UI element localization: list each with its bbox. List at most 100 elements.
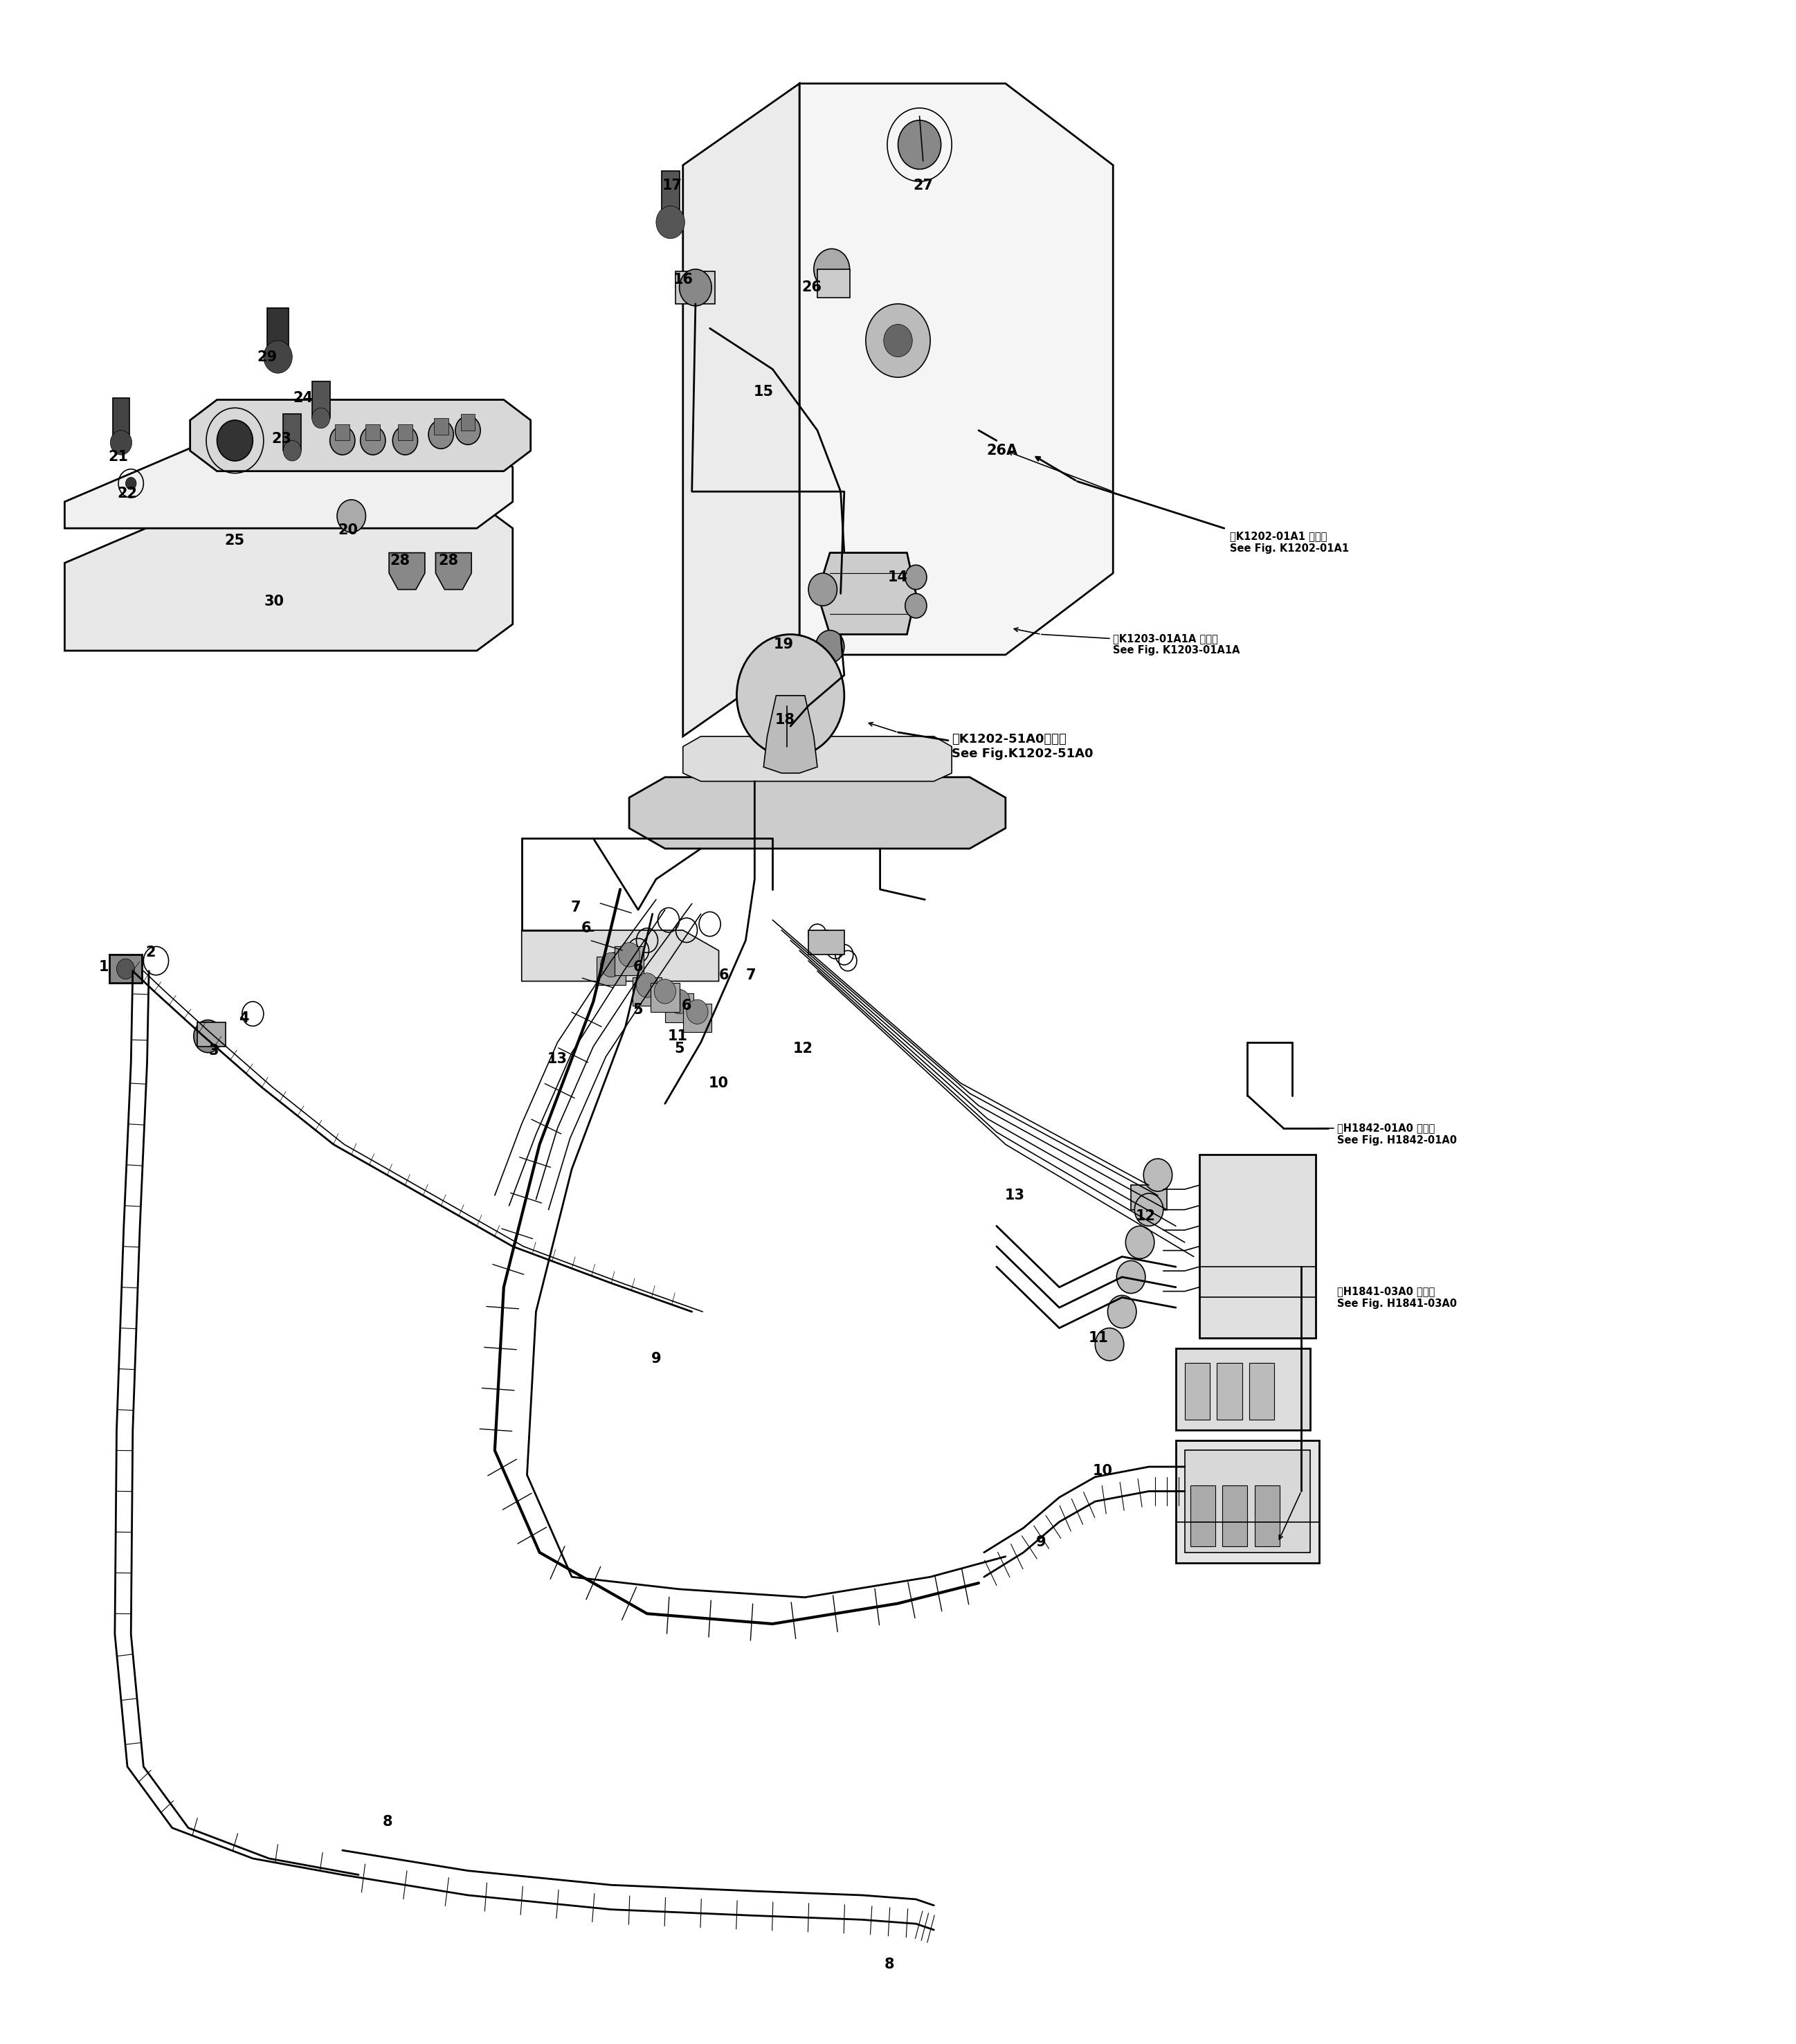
Bar	[1185, 1363, 1211, 1421]
Bar	[614, 946, 643, 975]
Text: 19: 19	[774, 638, 794, 652]
Circle shape	[898, 121, 941, 170]
Polygon shape	[390, 552, 426, 589]
Text: 3: 3	[208, 1044, 219, 1057]
Bar	[632, 977, 661, 1006]
Bar	[462, 415, 476, 431]
Circle shape	[194, 1020, 223, 1053]
Text: 10: 10	[709, 1077, 729, 1089]
Text: 第K1202-01A1 図参照
See Fig. K1202-01A1: 第K1202-01A1 図参照 See Fig. K1202-01A1	[1230, 531, 1349, 554]
Text: 第H1842-01A0 図参照
See Fig. H1842-01A0: 第H1842-01A0 図参照 See Fig. H1842-01A0	[1336, 1122, 1457, 1145]
Bar	[284, 415, 302, 452]
Circle shape	[1144, 1159, 1173, 1192]
Circle shape	[361, 427, 386, 456]
Text: 5: 5	[674, 1042, 684, 1055]
Text: 28: 28	[438, 554, 458, 568]
Circle shape	[654, 979, 675, 1004]
Text: 15: 15	[754, 384, 774, 399]
Circle shape	[656, 206, 684, 239]
Text: 11: 11	[1088, 1331, 1108, 1345]
Bar	[313, 382, 330, 419]
Circle shape	[905, 564, 927, 589]
Bar	[1218, 1363, 1243, 1421]
Circle shape	[668, 989, 690, 1014]
Text: 12: 12	[1135, 1208, 1155, 1222]
Text: 20: 20	[338, 523, 357, 538]
Polygon shape	[65, 442, 512, 527]
Bar	[1176, 1349, 1311, 1431]
Text: 5: 5	[632, 1004, 643, 1016]
Bar	[1223, 1486, 1248, 1547]
Polygon shape	[799, 84, 1114, 654]
Text: 第K1202-51A0図参照
See Fig.K1202-51A0: 第K1202-51A0図参照 See Fig.K1202-51A0	[952, 734, 1094, 760]
Circle shape	[338, 499, 366, 531]
Text: 9: 9	[650, 1351, 661, 1365]
Text: 第H1841-03A0 図参照
See Fig. H1841-03A0: 第H1841-03A0 図参照 See Fig. H1841-03A0	[1336, 1286, 1457, 1308]
Circle shape	[217, 421, 253, 462]
Bar	[675, 272, 715, 305]
Polygon shape	[436, 552, 472, 589]
Bar	[1200, 1155, 1316, 1339]
Polygon shape	[682, 736, 952, 781]
Bar	[113, 399, 129, 439]
Text: 9: 9	[1036, 1535, 1047, 1549]
Circle shape	[884, 325, 912, 358]
Polygon shape	[629, 777, 1006, 848]
Circle shape	[679, 270, 711, 307]
Text: 12: 12	[794, 1042, 814, 1055]
Text: 23: 23	[271, 431, 291, 446]
Text: 4: 4	[239, 1012, 250, 1024]
Circle shape	[1126, 1226, 1155, 1259]
Circle shape	[330, 427, 356, 456]
Circle shape	[456, 417, 480, 446]
Bar	[1185, 1451, 1311, 1553]
Bar	[808, 930, 844, 955]
Text: 10: 10	[1092, 1464, 1112, 1478]
Bar	[435, 419, 449, 435]
Text: 16: 16	[674, 272, 693, 286]
Circle shape	[866, 305, 930, 378]
Text: 21: 21	[108, 450, 129, 464]
Text: 13: 13	[548, 1053, 568, 1065]
Polygon shape	[682, 84, 799, 736]
Bar	[682, 1004, 711, 1032]
Polygon shape	[65, 501, 512, 650]
Bar	[366, 425, 381, 442]
Text: 22: 22	[117, 486, 138, 501]
Circle shape	[264, 341, 293, 374]
Circle shape	[1117, 1261, 1146, 1294]
Circle shape	[117, 959, 135, 979]
Text: 27: 27	[912, 178, 934, 192]
Text: 7: 7	[571, 901, 580, 914]
Circle shape	[905, 593, 927, 617]
Polygon shape	[763, 695, 817, 773]
Text: 18: 18	[776, 713, 796, 728]
Circle shape	[393, 427, 418, 456]
Text: 13: 13	[1004, 1188, 1024, 1202]
Text: 第K1203-01A1A 図参照
See Fig. K1203-01A1A: 第K1203-01A1A 図参照 See Fig. K1203-01A1A	[1114, 634, 1239, 656]
Bar	[110, 955, 142, 983]
Text: 25: 25	[224, 533, 244, 548]
Text: 17: 17	[663, 178, 682, 192]
Text: 29: 29	[257, 350, 277, 364]
Text: 11: 11	[668, 1030, 688, 1042]
Circle shape	[600, 953, 621, 977]
Bar	[1250, 1363, 1275, 1421]
Circle shape	[429, 421, 454, 450]
Bar	[1131, 1186, 1167, 1210]
Text: 6: 6	[582, 922, 591, 934]
Bar	[661, 172, 679, 217]
Bar	[1255, 1486, 1281, 1547]
Circle shape	[814, 249, 850, 290]
Text: 28: 28	[390, 554, 409, 568]
Bar	[399, 425, 413, 442]
Bar	[1176, 1441, 1318, 1564]
Text: 26A: 26A	[986, 444, 1018, 458]
Polygon shape	[817, 552, 916, 634]
Polygon shape	[521, 930, 718, 981]
Circle shape	[1096, 1329, 1124, 1361]
Bar	[1191, 1486, 1216, 1547]
Text: 8: 8	[884, 1958, 894, 1972]
Circle shape	[126, 478, 136, 489]
Text: 8: 8	[383, 1815, 392, 1829]
